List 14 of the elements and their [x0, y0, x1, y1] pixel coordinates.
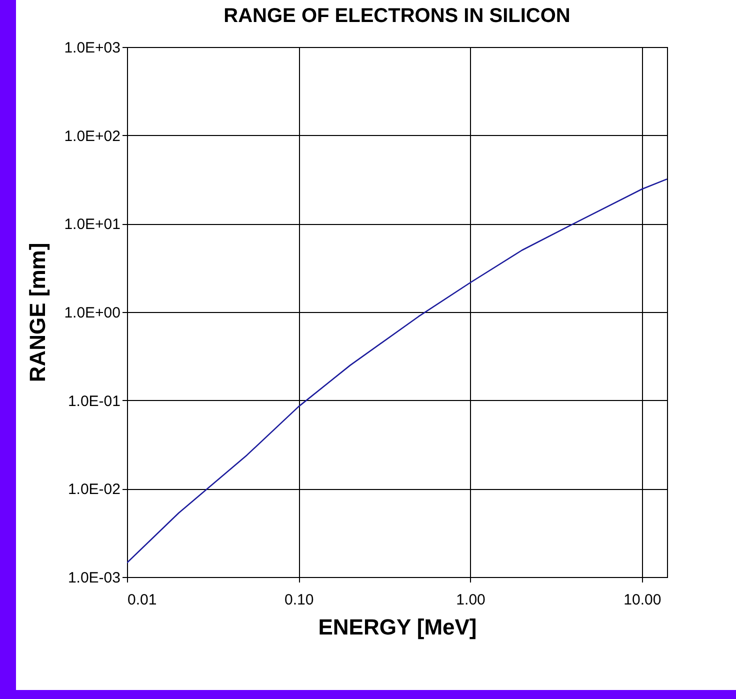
y-tick-label: 1.0E-01 [68, 392, 120, 410]
y-tick-label: 1.0E+02 [64, 128, 120, 145]
y-tick-label: 1.0E-02 [68, 481, 120, 498]
x-axis-title: ENERGY [MeV] [318, 614, 477, 640]
x-tick-label: 0.10 [284, 592, 314, 608]
y-axis-title: RANGE [mm] [25, 242, 50, 382]
y-tick-label: 1.0E+00 [64, 304, 120, 322]
y-tick-label: 1.0E-03 [68, 570, 120, 586]
y-tick-label: 1.0E+03 [64, 40, 120, 56]
x-tick-label: 10.00 [624, 592, 662, 608]
y-tick-label: 1.0E+01 [64, 216, 120, 234]
x-tick-label: 1.00 [456, 592, 486, 608]
x-tick-label: 0.01 [128, 592, 157, 608]
chart-title: RANGE OF ELECTRONS IN SILICON [224, 5, 570, 27]
